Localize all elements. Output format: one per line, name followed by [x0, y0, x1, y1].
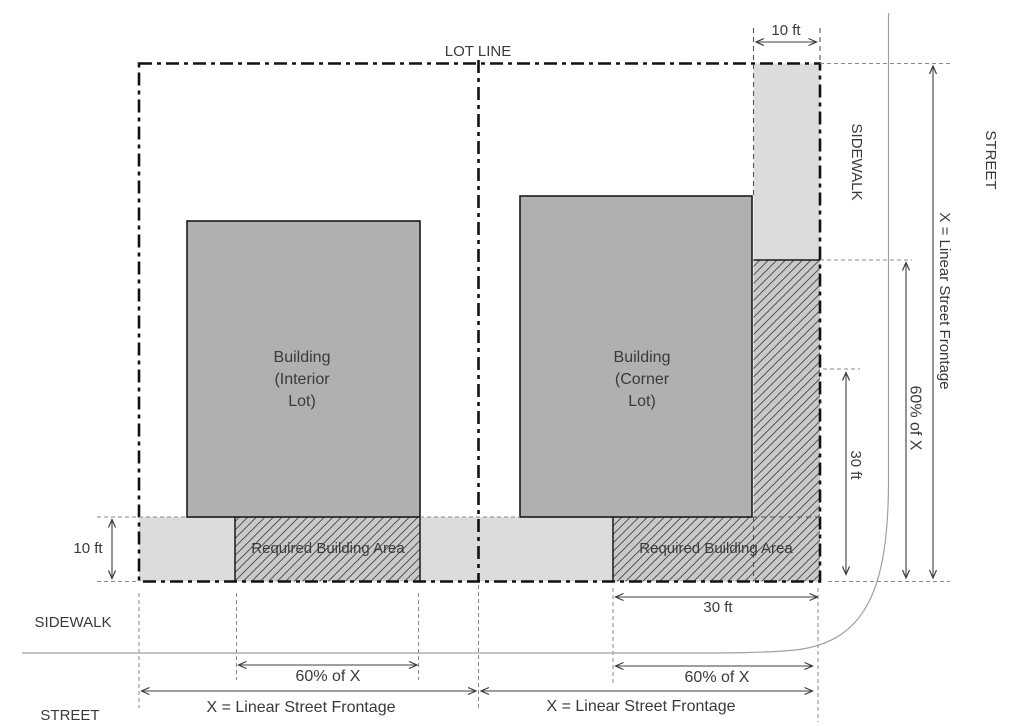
street-bottom-label: STREET: [40, 707, 99, 724]
building-interior-label-line2: (Interior: [274, 371, 330, 388]
building-interior-label-line3: Lot): [288, 393, 316, 410]
build-to-strip-right: [753, 63, 820, 260]
required-area-corner-label: Required Building Area: [639, 540, 793, 557]
dim-label-sixty-right: 60% of X: [907, 386, 924, 451]
dimension-extension-lines: [97, 63, 950, 722]
required-area-edges: [234, 259, 820, 582]
building-interior-lot: [186, 220, 421, 518]
street-right-label: STREET: [982, 130, 999, 189]
dim-label-frontage-right: X = Linear Street Frontage: [936, 212, 953, 389]
required-area-interior: [235, 517, 420, 582]
building-corner-label-line2: (Corner: [615, 371, 670, 388]
building-interior-label-line1: Building: [274, 349, 331, 366]
sidewalk-bottom-label: SIDEWALK: [35, 614, 112, 631]
required-area-interior-label: Required Building Area: [251, 540, 405, 557]
sidewalk-right-label: SIDEWALK: [848, 124, 865, 201]
dim-label-sixty-bottom-left: 60% of X: [296, 668, 361, 685]
dim-label-sixty-bottom-right: 60% of X: [685, 669, 750, 686]
street-curb-line: [22, 13, 890, 654]
dim-label-setback-top: 10 ft: [771, 22, 801, 39]
dim-label-setback-left: 10 ft: [73, 540, 103, 557]
lot-line-boundary: [137, 62, 822, 583]
building-corner-label-line3: Lot): [628, 393, 656, 410]
required-area-corner-vertical: [753, 260, 820, 582]
building-corner-lot: [519, 195, 753, 518]
dim-label-thirty-bottom: 30 ft: [703, 599, 733, 616]
dim-label-frontage-bottom-right: X = Linear Street Frontage: [547, 698, 736, 715]
lot-line-label: LOT LINE: [445, 43, 511, 60]
dim-label-thirty-right: 30 ft: [847, 450, 864, 480]
dim-label-frontage-bottom-left: X = Linear Street Frontage: [207, 699, 396, 716]
building-corner-label-line1: Building: [614, 349, 671, 366]
build-to-offset-dashes: [752, 28, 821, 582]
